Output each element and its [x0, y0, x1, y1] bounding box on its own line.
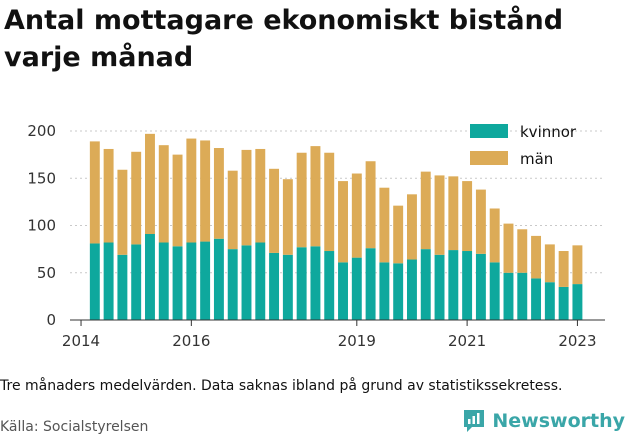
bar-män	[434, 175, 445, 255]
x-axis: 2014 2016 2019 2021 2023	[62, 319, 605, 350]
bar-män	[365, 161, 376, 249]
bar-kvinnor	[338, 262, 348, 320]
bar-kvinnor	[131, 244, 142, 320]
bar-kvinnor	[489, 262, 500, 320]
bar-kvinnor	[434, 254, 445, 320]
bar-män	[503, 223, 514, 273]
legend: kvinnor män	[470, 123, 577, 168]
bar-män	[310, 146, 321, 247]
y-tick-label: 0	[46, 311, 56, 329]
bar-män	[351, 173, 362, 258]
bar-kvinnor	[379, 262, 390, 320]
y-tick-label: 150	[27, 169, 56, 187]
bar-kvinnor	[448, 250, 459, 320]
bar-män	[172, 154, 183, 247]
bar-kvinnor	[103, 242, 114, 320]
newsworthy-brand[interactable]: Newsworthy	[462, 408, 625, 434]
bar-män	[489, 208, 500, 263]
x-tick-label: 2016	[172, 332, 210, 350]
legend-label-män: män	[520, 150, 553, 168]
source-label: Källa: Socialstyrelsen	[0, 419, 149, 435]
bar-kvinnor	[227, 249, 238, 320]
bar-kvinnor	[89, 243, 100, 320]
bar-män	[475, 189, 486, 254]
bar-kvinnor	[420, 249, 431, 320]
legend-label-kvinnor: kvinnor	[520, 123, 577, 141]
newsworthy-logo-icon	[464, 410, 485, 432]
grid-lines	[70, 130, 605, 274]
bar-män	[269, 168, 280, 253]
bar-män	[324, 152, 335, 252]
bar-kvinnor	[475, 253, 486, 320]
bar-män	[241, 149, 252, 246]
bar-kvinnor	[572, 284, 583, 320]
bar-män	[296, 152, 307, 248]
bar-män	[544, 244, 555, 283]
x-tick-label: 2021	[448, 332, 486, 350]
bar-kvinnor	[186, 242, 197, 320]
bar-män	[448, 176, 459, 251]
bar-kvinnor	[544, 282, 555, 320]
y-tick-label: 200	[27, 122, 56, 140]
bar-män	[117, 169, 128, 255]
bar-kvinnor	[462, 251, 473, 320]
chart-title: Antal mottagare ekonomiskt bistånd varje…	[4, 5, 564, 73]
legend-swatch-män	[470, 151, 508, 165]
bar-kvinnor	[351, 257, 362, 320]
bar-kvinnor	[255, 242, 266, 320]
bar-män	[200, 140, 211, 242]
bar-kvinnor	[531, 278, 542, 320]
chart-caption: Tre månaders medelvärden. Data saknas ib…	[0, 378, 563, 394]
bar-män	[103, 148, 114, 243]
bar-män	[89, 141, 100, 244]
bar-män	[379, 187, 390, 263]
x-tick-label: 2019	[338, 332, 376, 350]
y-tick-label: 50	[37, 264, 56, 282]
bar-kvinnor	[200, 241, 211, 320]
bar-kvinnor	[365, 248, 376, 320]
bar-kvinnor	[213, 238, 224, 320]
bar-kvinnor	[158, 242, 169, 320]
bar-kvinnor	[558, 286, 569, 320]
bar-män	[558, 251, 569, 287]
x-tick-label: 2014	[62, 332, 100, 350]
bar-män	[393, 205, 404, 264]
bar-män	[213, 148, 224, 239]
bar-kvinnor	[503, 272, 514, 320]
bar-män	[420, 171, 431, 250]
bars	[89, 133, 583, 320]
bar-män	[462, 181, 473, 252]
bar-kvinnor	[296, 247, 307, 320]
bar-kvinnor	[241, 245, 252, 320]
bar-kvinnor	[117, 254, 128, 320]
bar-män	[145, 133, 155, 235]
bar-män	[131, 151, 142, 245]
bar-kvinnor	[172, 246, 183, 320]
bar-kvinnor	[310, 246, 321, 320]
bar-män	[338, 181, 348, 263]
bar-män	[255, 148, 266, 243]
bar-kvinnor	[517, 272, 528, 320]
bar-män	[227, 170, 238, 250]
bar-kvinnor	[324, 251, 335, 320]
brand-name: Newsworthy	[492, 410, 625, 432]
x-tick-label: 2023	[558, 332, 596, 350]
y-tick-label: 100	[27, 217, 56, 235]
bar-kvinnor	[282, 254, 293, 320]
bar-män	[186, 138, 197, 243]
bar-kvinnor	[145, 234, 155, 320]
bar-kvinnor	[269, 252, 280, 320]
bar-män	[282, 179, 293, 255]
bar-män	[406, 194, 417, 260]
bar-män	[517, 229, 528, 273]
bar-män	[158, 145, 169, 243]
bar-män	[572, 245, 583, 285]
bar-kvinnor	[406, 259, 417, 320]
y-axis: 0 50 100 150 200	[27, 122, 56, 329]
bar-kvinnor	[393, 263, 404, 320]
legend-swatch-kvinnor	[470, 124, 508, 138]
bar-män	[531, 235, 542, 279]
